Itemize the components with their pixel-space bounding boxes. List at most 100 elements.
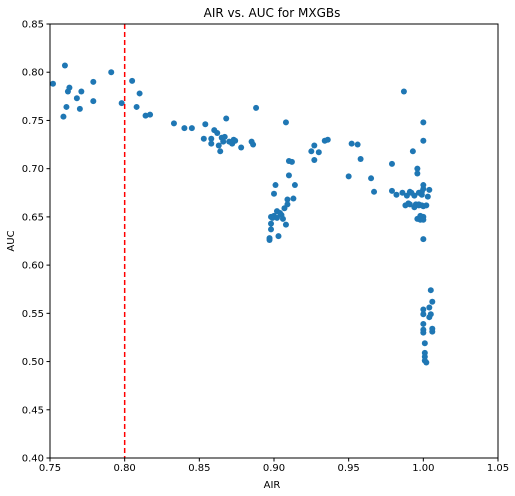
data-point: [388, 187, 395, 194]
data-point: [60, 113, 67, 120]
data-point: [393, 191, 400, 198]
data-point: [266, 235, 273, 242]
data-point: [90, 78, 97, 85]
data-point: [420, 311, 427, 318]
data-point: [188, 125, 195, 132]
data-point: [223, 115, 230, 122]
data-point: [282, 119, 289, 126]
data-point: [268, 220, 275, 227]
data-point: [63, 103, 70, 110]
data-point: [357, 156, 364, 163]
data-point: [129, 77, 136, 84]
y-tick-label: 0.70: [22, 164, 44, 175]
data-point: [108, 69, 115, 76]
data-point: [420, 329, 427, 336]
data-point: [208, 135, 215, 142]
y-tick-label: 0.55: [22, 309, 44, 320]
data-point: [214, 129, 221, 136]
data-point: [288, 158, 295, 165]
chart-title: AIR vs. AUC for MXGBs: [204, 6, 341, 20]
data-point: [136, 90, 143, 97]
data-point: [420, 185, 427, 192]
y-tick-label: 0.65: [22, 212, 44, 223]
data-point: [345, 173, 352, 180]
data-point: [221, 133, 228, 140]
data-point: [284, 201, 291, 208]
data-point: [220, 138, 227, 145]
data-point: [232, 137, 239, 144]
y-tick-label: 0.40: [22, 454, 44, 465]
x-tick-label: 0.75: [39, 463, 61, 474]
data-point: [279, 215, 286, 222]
data-point: [348, 140, 355, 147]
data-point: [275, 233, 282, 240]
y-axis-label: AUC: [6, 230, 17, 251]
data-point: [78, 88, 85, 95]
x-tick-label: 0.85: [188, 463, 210, 474]
data-point: [420, 236, 427, 243]
data-point: [61, 62, 68, 69]
data-point: [238, 144, 245, 151]
data-point: [406, 201, 413, 208]
data-point: [215, 142, 222, 149]
data-point: [208, 140, 215, 147]
data-point: [399, 189, 406, 196]
data-point: [271, 190, 277, 197]
data-point: [429, 298, 436, 305]
data-point: [420, 216, 427, 223]
data-point: [427, 311, 434, 318]
data-point: [73, 95, 80, 102]
data-point: [426, 186, 433, 193]
data-point: [66, 84, 73, 91]
data-point: [285, 172, 292, 179]
y-tick-label: 0.60: [22, 261, 44, 272]
y-tick-label: 0.45: [22, 405, 44, 416]
data-point: [420, 320, 427, 327]
data-point: [118, 100, 125, 107]
data-point: [200, 135, 207, 142]
x-tick-label: 1.05: [487, 463, 509, 474]
data-point: [76, 105, 83, 112]
data-point: [202, 121, 209, 128]
data-point: [421, 340, 428, 347]
x-axis-label: AIR: [264, 480, 281, 491]
data-point: [170, 120, 177, 127]
data-point: [133, 103, 140, 110]
data-point: [371, 188, 378, 195]
x-tick-label: 1.00: [412, 463, 434, 474]
data-point: [282, 221, 289, 228]
data-point: [311, 156, 318, 163]
data-point: [291, 182, 298, 189]
data-point: [423, 359, 430, 366]
data-point: [420, 119, 427, 126]
data-point: [49, 80, 56, 87]
data-point: [426, 304, 433, 311]
data-point: [315, 149, 322, 156]
plot-area: [49, 24, 436, 458]
data-point: [308, 148, 315, 155]
x-tick-label: 0.95: [338, 463, 360, 474]
data-point: [284, 196, 291, 203]
data-point: [414, 165, 421, 172]
x-tick-label: 0.90: [263, 463, 285, 474]
y-tick-label: 0.75: [22, 116, 44, 127]
data-point: [354, 141, 361, 148]
data-point: [90, 98, 97, 105]
data-point: [250, 141, 257, 148]
data-point: [414, 170, 421, 177]
data-point: [409, 148, 416, 155]
y-tick-label: 0.50: [22, 357, 44, 368]
data-point: [424, 193, 431, 200]
data-point: [400, 88, 407, 95]
data-point: [368, 175, 375, 182]
axes: 0.75 0.80 0.85 0.90 0.95 1.00 1.05 0.40 0.45 0.50…: [22, 20, 509, 475]
data-point: [253, 104, 260, 111]
data-point: [273, 214, 280, 221]
data-point: [147, 111, 154, 118]
data-point: [272, 182, 279, 189]
data-point: [427, 287, 434, 294]
data-point: [420, 137, 427, 144]
data-point: [290, 195, 297, 202]
